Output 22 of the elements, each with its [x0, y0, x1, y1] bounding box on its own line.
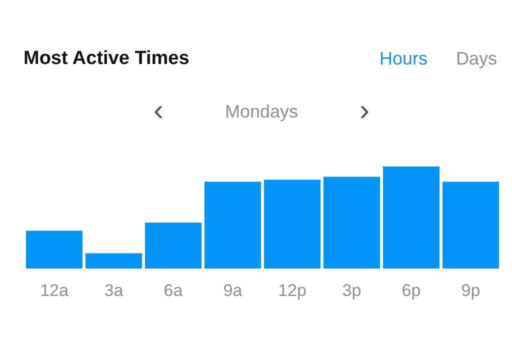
x-tick-label: 9p [461, 281, 480, 300]
bar [26, 230, 82, 268]
x-tick-label: 9a [223, 281, 243, 300]
bar [204, 182, 261, 268]
bar [145, 222, 202, 268]
chart-title: Most Active Times [24, 48, 190, 69]
x-tick-label: 3p [342, 281, 362, 300]
bar [86, 253, 142, 268]
text: Mondays [224, 102, 298, 122]
x-tick-label: 12a [40, 281, 69, 300]
text: Days [456, 48, 498, 68]
x-tick-label: 3a [104, 281, 124, 300]
x-tick-label: 6p [402, 281, 421, 300]
bar [383, 166, 440, 268]
text: ‹ [154, 94, 164, 127]
x-tick-label: 6a [164, 281, 184, 300]
text: › [360, 94, 370, 127]
x-tick-label: 12p [278, 281, 306, 300]
text: Hours [379, 48, 428, 68]
bar [264, 180, 320, 268]
bar [442, 182, 499, 268]
bar [324, 176, 380, 268]
